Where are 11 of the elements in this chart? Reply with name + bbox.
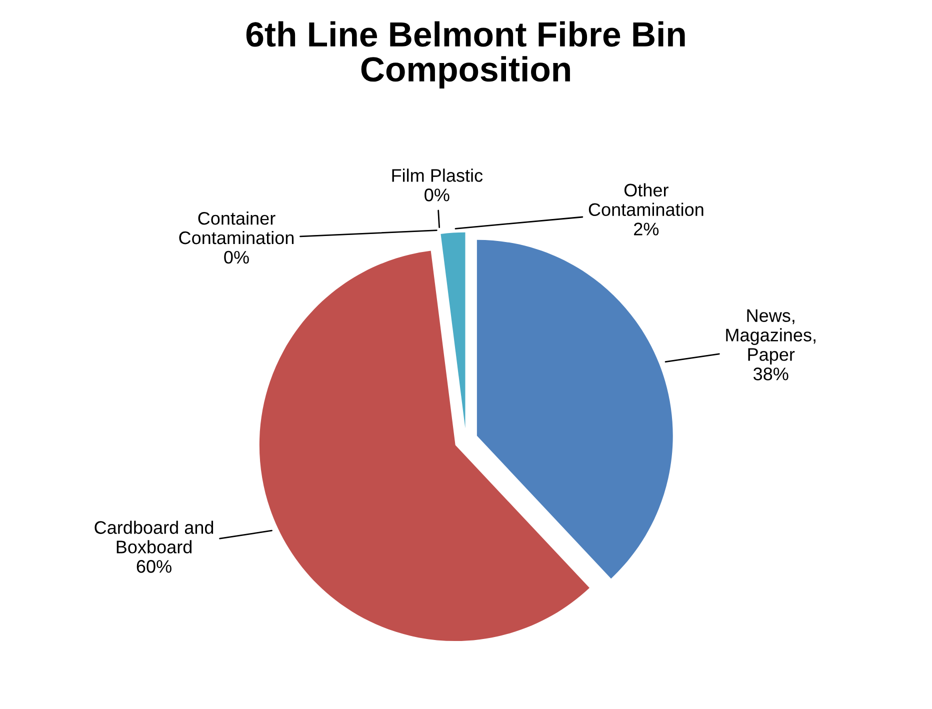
- text: 0%: [424, 188, 450, 202]
- text: 0%: [224, 250, 249, 264]
- slice-label: Cardboard and Boxboard: [94, 520, 214, 554]
- category-label: Film Plastic: [392, 168, 483, 182]
- data-label: 60%: [136, 560, 172, 573]
- category-label: Container Contamination: [179, 212, 294, 244]
- data-label: 2%: [634, 222, 659, 236]
- slice-label: News, Magazines, Paper: [726, 309, 816, 364]
- slice-label: Other Contamination: [588, 183, 704, 216]
- data-label: 38%: [753, 368, 788, 380]
- chart-title: 6th Line Belmont Fibre Bin Composition: [246, 21, 685, 89]
